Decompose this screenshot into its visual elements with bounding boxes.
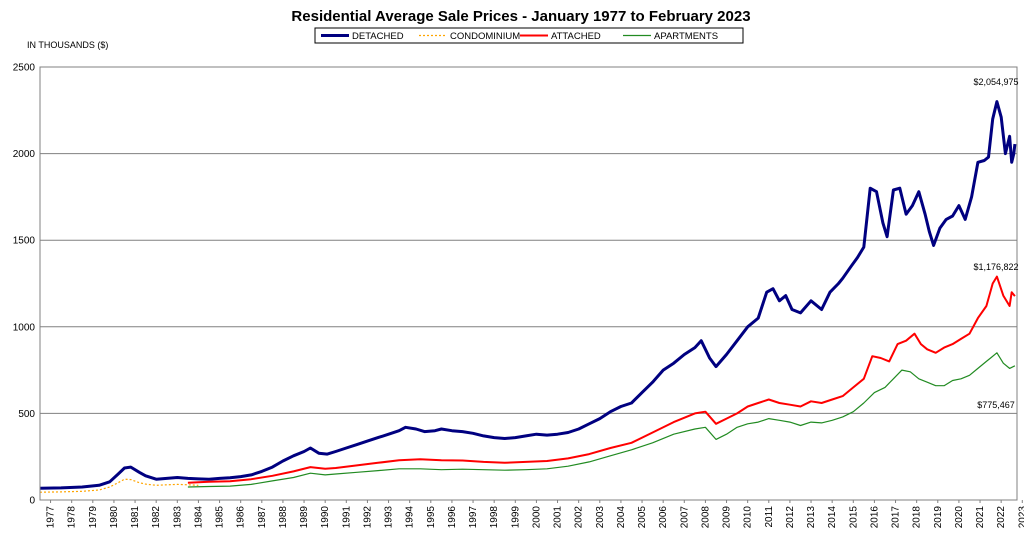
axes: 0 500 1000 1500 2000 2500 1977 1978 1979 1980 1981… [13,63,1024,529]
end-label-detached: $2,054,975 [973,77,1018,87]
legend-label-attached: ATTACHED [551,31,601,42]
x-tick-label-1991: 1991 [341,506,352,529]
legend-label-detached: DETACHED [352,31,404,42]
chart-title: Residential Average Sale Prices - Januar… [291,8,750,25]
x-tick-label-2022: 2022 [996,506,1007,529]
x-tick-label-1992: 1992 [362,506,373,529]
x-tick-label-2014: 2014 [827,506,838,529]
end-value-labels: $2,054,975 $1,176,822 $775,467 [973,77,1018,410]
x-tick-label-2008: 2008 [700,506,711,529]
x-tick-label-2005: 2005 [637,506,648,529]
x-tick-label-2021: 2021 [975,506,986,529]
x-tick-label-2023: 2023 [1017,506,1024,529]
x-tick-label-1988: 1988 [278,506,289,529]
y-tick-label-500: 500 [18,409,35,420]
end-label-apartments: $775,467 [977,400,1015,410]
x-tick-label-2007: 2007 [679,506,690,529]
x-tick-label-2001: 2001 [553,506,564,529]
series-line-detached [39,100,1017,490]
x-tick-label-1985: 1985 [215,506,226,529]
x-tick-label-1998: 1998 [489,506,500,529]
x-tick-label-2000: 2000 [531,506,542,529]
x-tick-label-2012: 2012 [785,506,796,529]
x-tick-label-1996: 1996 [447,506,458,529]
legend: DETACHED CONDOMINIUM ATTACHED APARTMENTS [314,27,744,44]
x-tick-label-1997: 1997 [468,506,479,529]
x-tick-label-1995: 1995 [426,506,437,529]
x-tick-label-2015: 2015 [848,506,859,529]
legend-label-condominium: CONDOMINIUM [450,31,520,42]
x-tick-label-1981: 1981 [130,506,141,529]
x-tick-label-2019: 2019 [933,506,944,529]
y-tick-label-1000: 1000 [13,322,36,333]
x-tick-label-1990: 1990 [320,506,331,529]
y-tick-label-1500: 1500 [13,236,36,247]
series-line-attached [187,275,1016,484]
x-tick-label-1989: 1989 [299,506,310,529]
series-line-condominium [39,478,199,493]
x-tick-label-1982: 1982 [151,506,162,529]
x-tick-label-1993: 1993 [384,506,395,529]
x-tick-label-1999: 1999 [510,506,521,529]
y-tick-label-2500: 2500 [13,63,36,74]
series-line-apartments [187,352,1016,488]
x-tick-label-1980: 1980 [109,506,120,529]
x-tick-label-1994: 1994 [405,506,416,529]
x-tick-label-1986: 1986 [236,506,247,529]
legend-label-apartments: APARTMENTS [654,31,718,42]
x-tick-label-2011: 2011 [764,506,775,528]
end-label-attached: $1,176,822 [973,262,1018,272]
x-tick-label-2017: 2017 [891,506,902,529]
y-axis-label: IN THOUSANDS ($) [27,40,108,50]
y-tick-label-2000: 2000 [13,149,36,160]
x-tick-label-2013: 2013 [806,506,817,529]
x-tick-label-2003: 2003 [595,506,606,529]
x-tick-label-2004: 2004 [616,506,627,529]
x-tick-label-2018: 2018 [912,506,923,529]
x-tick-label-1978: 1978 [67,506,78,529]
x-tick-label-1977: 1977 [46,506,57,529]
x-tick-label-2006: 2006 [658,506,669,529]
plot-border [39,66,1018,501]
plot-area [39,100,1017,493]
y-tick-label-0: 0 [29,496,35,507]
x-tick-label-2010: 2010 [743,506,754,529]
x-tick-label-2016: 2016 [869,506,880,529]
x-tick-label-2002: 2002 [574,506,585,529]
x-tick-label-1983: 1983 [172,506,183,529]
x-tick-label-1984: 1984 [193,506,204,529]
x-tick-label-1979: 1979 [88,506,99,529]
x-tick-label-2009: 2009 [722,506,733,529]
x-tick-label-2020: 2020 [954,506,965,529]
x-tick-label-1987: 1987 [257,506,268,529]
